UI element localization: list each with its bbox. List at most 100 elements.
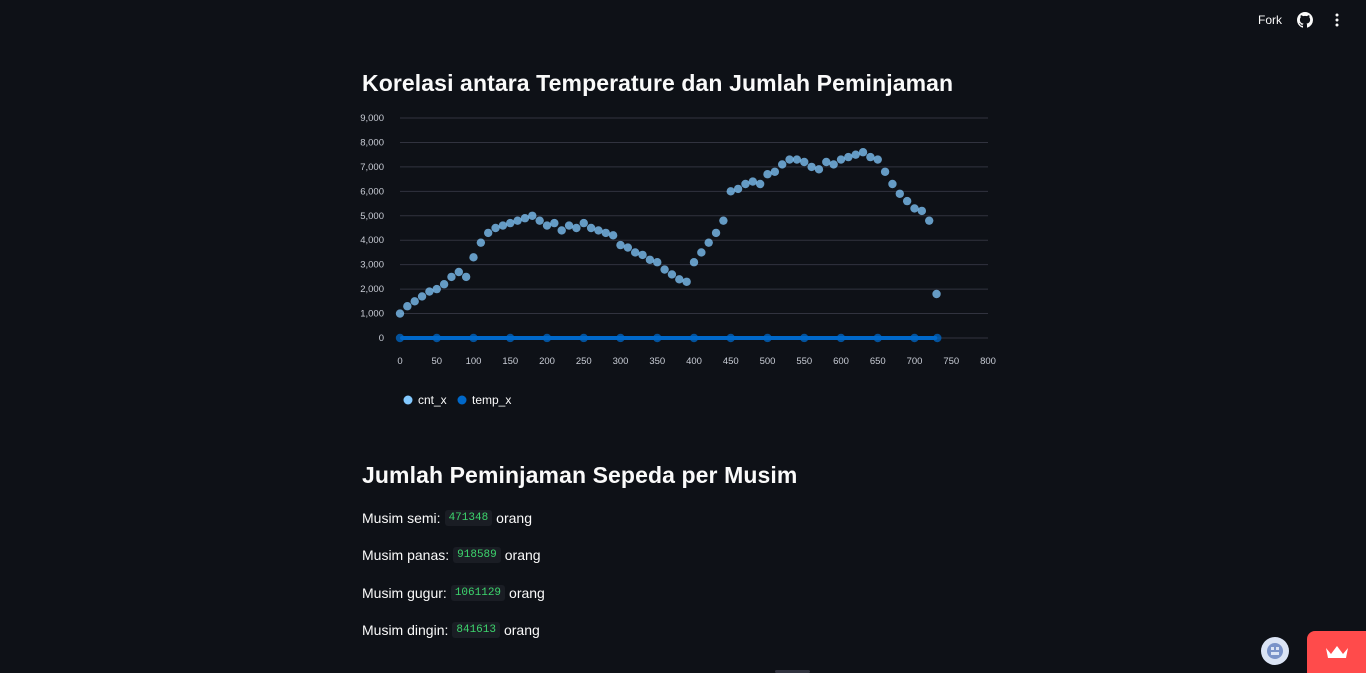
point-cnt_x [528,211,537,220]
y-tick-label: 7,000 [360,162,384,173]
x-tick-label: 0 [397,356,402,367]
point-cnt_x [741,179,750,189]
point-cnt_x [638,250,647,260]
point-cnt_x [675,275,684,284]
y-tick-label: 2,000 [360,284,384,295]
point-cnt_x [829,160,838,169]
point-cnt_x [844,152,853,162]
chart-svg: 0 1,000 2,000 3,000 4,000 5,000 6,000 7,000 8,00… [360,113,996,407]
point-cnt_x [491,223,500,233]
x-tick-label: 150 [502,356,518,367]
y-tick-label: 4,000 [360,235,384,246]
point-cnt_x [807,162,816,172]
point-cnt_x [572,223,581,233]
point-cnt_x [895,189,904,198]
point-cnt_x [506,218,515,228]
point-cnt_x [800,157,809,167]
point-cnt_x [682,277,691,286]
season-label: Musim semi: [362,510,441,526]
point-cnt_x [520,214,530,223]
season-value: 918589 [453,547,501,563]
point-cnt_x [719,216,728,225]
x-tick-label: 700 [907,356,923,367]
point-cnt_x [425,287,434,296]
point-cnt_x [733,184,743,194]
avatar[interactable] [1261,637,1289,665]
point-cnt_x [755,179,765,189]
point-cnt_x [910,204,919,213]
point-cnt_x [667,270,677,279]
point-cnt_x [697,248,706,257]
point-cnt_x [513,216,522,225]
season-value: 471348 [444,510,493,526]
point-cnt_x [395,309,405,318]
fork-button[interactable]: Fork [1258,13,1282,27]
x-tick-label: 200 [539,356,555,367]
top-toolbar: Fork [1258,0,1366,40]
x-tick-label: 300 [613,356,629,367]
point-cnt_x [880,167,890,176]
kebab-menu-icon[interactable] [1328,11,1346,29]
point-cnt_x [660,265,669,274]
season-row-winter: Musim dingin: 841613 orang [362,622,540,638]
legend-label-cnt_x: cnt_x [418,393,447,407]
deploy-crown-button[interactable] [1307,631,1366,673]
github-icon[interactable] [1296,11,1314,29]
x-tick-label: 600 [833,356,849,367]
point-cnt_x [814,165,824,174]
point-cnt_x [601,228,610,238]
point-cnt_x [645,255,655,264]
crown-icon [1325,646,1348,658]
point-cnt_x [557,226,566,235]
resize-handle[interactable] [775,670,810,673]
point-cnt_x [469,253,478,262]
season-unit: orang [503,622,540,638]
point-cnt_x [403,302,412,311]
point-cnt_x [748,177,757,186]
x-tick-label: 250 [576,356,592,367]
scatter-chart[interactable]: 0 1,000 2,000 3,000 4,000 5,000 6,000 7,000 8,00… [356,108,996,418]
temp-series-band [400,336,938,340]
point-cnt_x [461,272,471,282]
season-label: Musim panas: [362,547,450,563]
legend-marker-temp_x [457,395,467,405]
point-cnt_x [616,240,625,250]
point-cnt_x [653,258,662,267]
legend-label-temp_x: temp_x [472,393,511,407]
point-cnt_x [763,170,772,179]
x-tick-label: 50 [431,356,442,367]
point-cnt_x [608,231,618,240]
x-tick-label: 800 [980,356,996,367]
avatar-icon [1267,643,1283,659]
point-cnt_x [542,221,552,230]
point-cnt_x [476,238,486,247]
point-cnt_x [858,148,868,157]
point-cnt_x [836,155,846,164]
point-cnt_x [792,155,802,164]
point-cnt_x [778,160,787,169]
x-tick-label: 650 [870,356,886,367]
point-cnt_x [447,272,456,282]
point-cnt_x [917,206,927,216]
point-cnt_x [822,157,831,167]
point-cnt_x [564,221,574,230]
y-tick-label: 5,000 [360,211,384,222]
point-cnt_x [535,216,544,225]
point-cnt_x [873,155,882,164]
point-cnt_x [417,292,427,301]
season-label: Musim gugur: [362,585,447,601]
point-cnt_x [498,221,508,230]
x-tick-label: 350 [649,356,665,367]
point-cnt_x [579,218,588,228]
season-value: 841613 [452,622,500,638]
point-cnt_x [586,223,596,233]
legend-marker-cnt_x [403,395,413,405]
y-tick-label: 8,000 [360,137,384,148]
season-unit: orang [496,510,532,526]
season-unit: orang [509,585,545,601]
y-tick-label: 3,000 [360,260,384,271]
point-cnt_x [594,226,603,235]
point-cnt_x [689,258,699,267]
season-row-fall: Musim gugur: 1061129 orang [362,585,545,601]
chart-section-title: Korelasi antara Temperature dan Jumlah P… [362,70,954,96]
